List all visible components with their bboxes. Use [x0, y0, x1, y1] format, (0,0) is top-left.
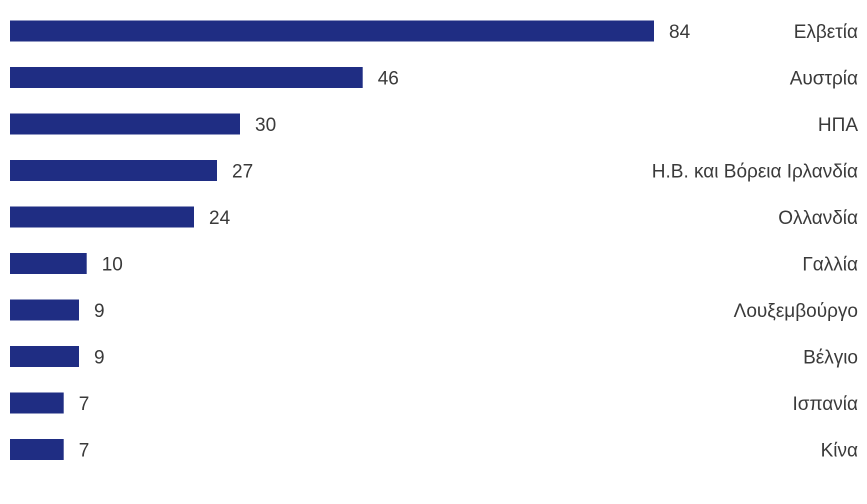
- category-label-1: Ελβετία: [794, 22, 858, 43]
- bar-9: [10, 392, 64, 414]
- bar-6: [10, 253, 87, 274]
- value-label-6: 10: [102, 255, 123, 276]
- bars-group: [10, 20, 654, 460]
- bar-5: [10, 206, 194, 228]
- value-label-7: 9: [94, 301, 105, 322]
- category-label-3: ΗΠΑ: [818, 115, 858, 136]
- value-label-5: 24: [209, 208, 231, 229]
- category-label-6: Γαλλία: [802, 255, 858, 276]
- value-label-3: 30: [255, 115, 276, 136]
- value-labels-group: 84 46 30 27 24 10 9 9 7 7: [79, 22, 691, 462]
- category-label-4: Η.Β. και Βόρεια Ιρλανδία: [652, 162, 858, 183]
- value-label-1: 84: [669, 22, 691, 43]
- category-label-10: Κίνα: [821, 441, 858, 462]
- bar-1: [10, 20, 654, 42]
- bar-2: [10, 67, 363, 88]
- category-label-5: Ολλανδία: [778, 208, 858, 229]
- category-label-8: Βέλγιο: [803, 348, 858, 369]
- value-label-8: 9: [94, 348, 105, 369]
- value-label-10: 7: [79, 441, 90, 462]
- value-label-9: 7: [79, 394, 90, 415]
- bar-8: [10, 346, 79, 367]
- category-label-7: Λουξεμβούργο: [734, 301, 858, 322]
- value-label-4: 27: [232, 162, 253, 183]
- bar-7: [10, 299, 79, 321]
- category-labels-group: Ελβετία Αυστρία ΗΠΑ Η.Β. και Βόρεια Ιρλανδί…: [652, 22, 859, 462]
- bar-10: [10, 439, 64, 460]
- category-label-9: Ισπανία: [792, 394, 858, 415]
- value-label-2: 46: [378, 69, 399, 90]
- bar-4: [10, 160, 217, 181]
- bar-3: [10, 113, 240, 135]
- category-label-2: Αυστρία: [790, 69, 858, 90]
